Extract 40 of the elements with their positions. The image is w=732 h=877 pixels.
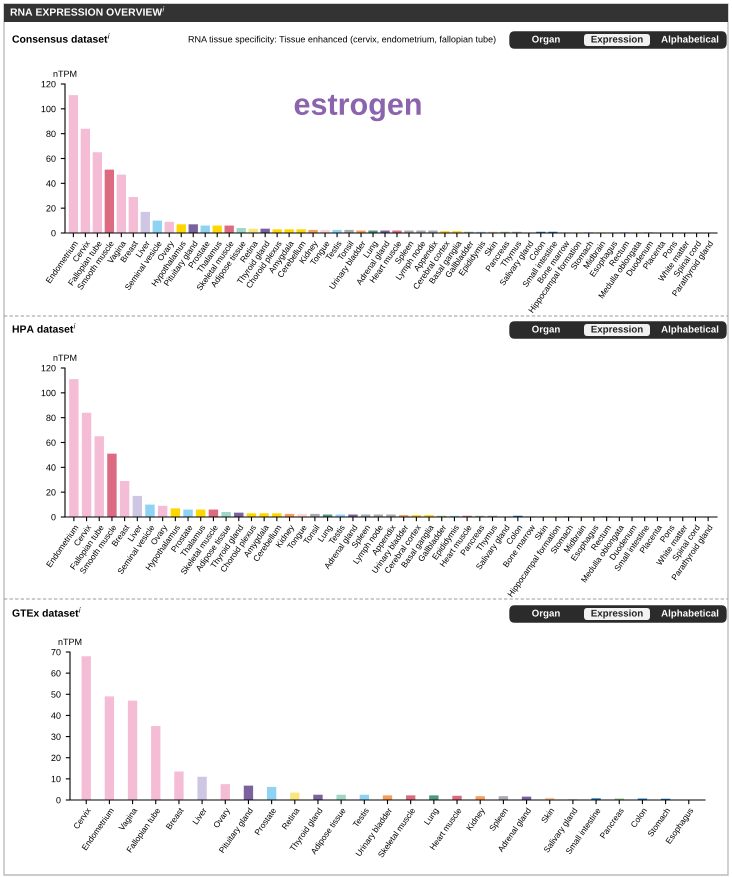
y-tick-label: 40 [46,180,56,187]
text: Alphabetical [661,325,718,335]
y-tick-label: 10 [52,776,61,782]
chart-title: GTEx dataset$^{i}$ [12,607,81,617]
y-tick-label: 0 [51,514,56,520]
chart-title: Consensus dataset$^{i}$ [12,33,110,43]
y-tick-label: 70 [51,648,61,656]
y-tick-label: 50 [51,691,61,698]
y-tick-label: 20 [46,205,56,212]
y-tick-label: 0 [56,796,61,804]
text: Organ [532,326,560,335]
text: Expression [591,325,643,335]
y-tick-label: 120 [42,80,56,88]
y-axis-title: nTPM [54,70,76,77]
y-tick-label: 60 [46,439,56,446]
text: Organ [532,610,560,619]
y-tick-label: 60 [46,155,56,162]
text: Expression [591,35,643,45]
text: RNA EXPRESSION OVERVIEW$^{i}$ [10,6,164,16]
y-tick-label: 0 [51,230,56,236]
y-tick-label: 20 [51,754,61,762]
text: Organ [532,36,560,45]
y-tick-label: 120 [42,364,56,372]
text: Alphabetical [661,35,718,45]
y-tick-label: 40 [46,464,56,471]
y-tick-label: 80 [46,414,56,422]
y-tick-label: 40 [51,712,61,719]
y-axis-title: nTPM [58,638,82,645]
y-tick-label: 20 [46,489,56,496]
y-tick-label: 100 [42,106,56,112]
chart-subtitle: RNA tissue specificity: Tissue enhanced (cervix, endometrium, fallopian tube) [188,36,496,44]
text: Expression [591,609,643,619]
y-tick-label: 60 [51,670,61,677]
annotation: estrogen [294,94,421,122]
y-tick-label: 30 [51,734,61,740]
text: Alphabetical [661,609,718,619]
y-tick-label: 100 [42,390,56,396]
chart-title: HPA dataset$^{i}$ [12,323,76,333]
y-axis-title: nTPM [54,354,76,361]
y-tick-label: 80 [46,130,56,138]
